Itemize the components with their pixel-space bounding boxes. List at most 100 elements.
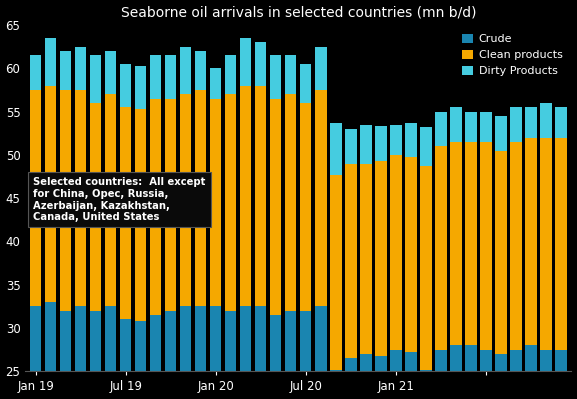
Bar [375,161,387,356]
Bar [420,166,432,370]
Bar [525,107,537,138]
Bar [165,55,177,99]
Bar [480,112,492,142]
Bar [120,64,132,107]
Bar [105,51,117,94]
Bar [555,350,567,399]
Bar [345,358,357,399]
Bar [270,315,282,399]
Bar [510,142,522,350]
Bar [150,55,162,99]
Bar [330,123,342,175]
Bar [45,38,57,85]
Bar [450,346,462,399]
Bar [30,306,42,399]
Bar [495,116,507,150]
Bar [45,85,57,302]
Text: Selected countries:  All except
for China, Opec, Russia,
Azerbaijan, Kazakhstan,: Selected countries: All except for China… [33,178,206,222]
Bar [480,350,492,399]
Bar [210,306,222,399]
Bar [420,127,432,166]
Bar [135,65,147,109]
Bar [60,90,72,311]
Bar [435,350,447,399]
Bar [510,107,522,142]
Bar [180,306,192,399]
Bar [195,51,207,90]
Bar [555,107,567,138]
Bar [90,311,102,399]
Bar [435,112,447,146]
Title: Seaborne oil arrivals in selected countries (mn b/d): Seaborne oil arrivals in selected countr… [121,6,476,20]
Bar [525,138,537,346]
Bar [540,350,552,399]
Bar [285,94,297,311]
Bar [510,350,522,399]
Bar [180,94,192,306]
Bar [450,142,462,346]
Bar [300,103,312,311]
Bar [195,90,207,306]
Bar [270,55,282,99]
Bar [405,352,417,399]
Bar [240,38,252,85]
Bar [285,311,297,399]
Bar [255,42,267,85]
Bar [225,55,237,94]
Bar [60,311,72,399]
Bar [150,315,162,399]
Bar [390,350,402,399]
Bar [210,99,222,306]
Bar [525,346,537,399]
Bar [135,109,147,321]
Bar [30,90,42,306]
Bar [240,306,252,399]
Bar [60,51,72,90]
Bar [285,55,297,94]
Bar [165,311,177,399]
Bar [435,146,447,350]
Bar [390,124,402,155]
Bar [375,356,387,399]
Bar [465,142,477,346]
Bar [300,311,312,399]
Bar [270,99,282,315]
Bar [240,85,252,306]
Bar [300,64,312,103]
Bar [390,155,402,350]
Bar [345,164,357,358]
Bar [465,112,477,142]
Bar [465,346,477,399]
Bar [450,107,462,142]
Bar [540,103,552,138]
Bar [195,306,207,399]
Bar [345,129,357,164]
Bar [330,175,342,370]
Bar [405,123,417,158]
Bar [360,354,372,399]
Bar [255,85,267,306]
Bar [315,90,327,306]
Bar [30,55,42,90]
Bar [315,306,327,399]
Bar [165,99,177,311]
Bar [90,103,102,311]
Bar [420,370,432,399]
Bar [75,47,87,90]
Bar [120,107,132,320]
Bar [75,90,87,306]
Bar [105,306,117,399]
Bar [330,370,342,399]
Bar [540,138,552,350]
Bar [105,94,117,306]
Legend: Crude, Clean products, Dirty Products: Crude, Clean products, Dirty Products [459,30,566,79]
Bar [495,354,507,399]
Bar [555,138,567,350]
Bar [150,99,162,315]
Bar [210,68,222,99]
Bar [90,55,102,103]
Bar [45,302,57,399]
Bar [360,124,372,164]
Bar [225,94,237,311]
Bar [375,126,387,161]
